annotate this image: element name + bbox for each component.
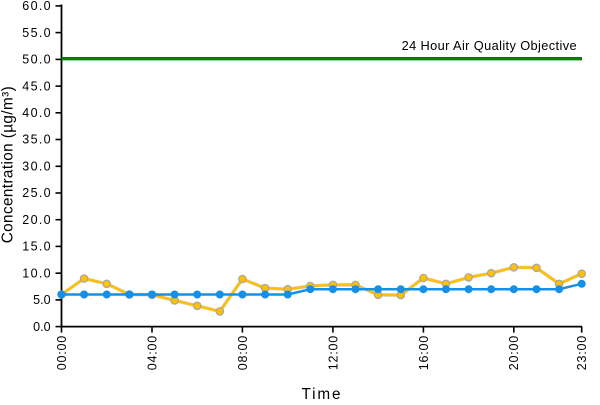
svg-text:08:00: 08:00	[236, 336, 250, 370]
svg-text:20:00: 20:00	[507, 336, 521, 370]
svg-text:12:00: 12:00	[326, 336, 340, 370]
svg-text:5.0: 5.0	[33, 293, 51, 307]
svg-text:40.0: 40.0	[22, 106, 50, 120]
svg-text:35.0: 35.0	[22, 133, 50, 147]
svg-text:25.0: 25.0	[22, 186, 50, 200]
svg-text:60.0: 60.0	[22, 0, 50, 13]
svg-text:50.0: 50.0	[22, 53, 50, 67]
svg-text:Time: Time	[302, 386, 341, 400]
svg-text:04:00: 04:00	[145, 336, 159, 370]
svg-text:00:00: 00:00	[55, 336, 69, 370]
svg-text:15.0: 15.0	[22, 240, 50, 254]
svg-text:20.0: 20.0	[22, 213, 50, 227]
svg-text:55.0: 55.0	[22, 26, 50, 40]
svg-text:0.0: 0.0	[33, 320, 51, 334]
svg-text:45.0: 45.0	[22, 79, 50, 93]
svg-text:16:00: 16:00	[417, 336, 431, 370]
svg-text:10.0: 10.0	[22, 266, 50, 280]
svg-text:23:00: 23:00	[575, 336, 589, 370]
svg-text:30.0: 30.0	[22, 160, 50, 174]
svg-text:24 Hour Air Quality Objective: 24 Hour Air Quality Objective	[402, 38, 577, 53]
svg-text:Concentration (µg/m³): Concentration (µg/m³)	[0, 86, 17, 243]
